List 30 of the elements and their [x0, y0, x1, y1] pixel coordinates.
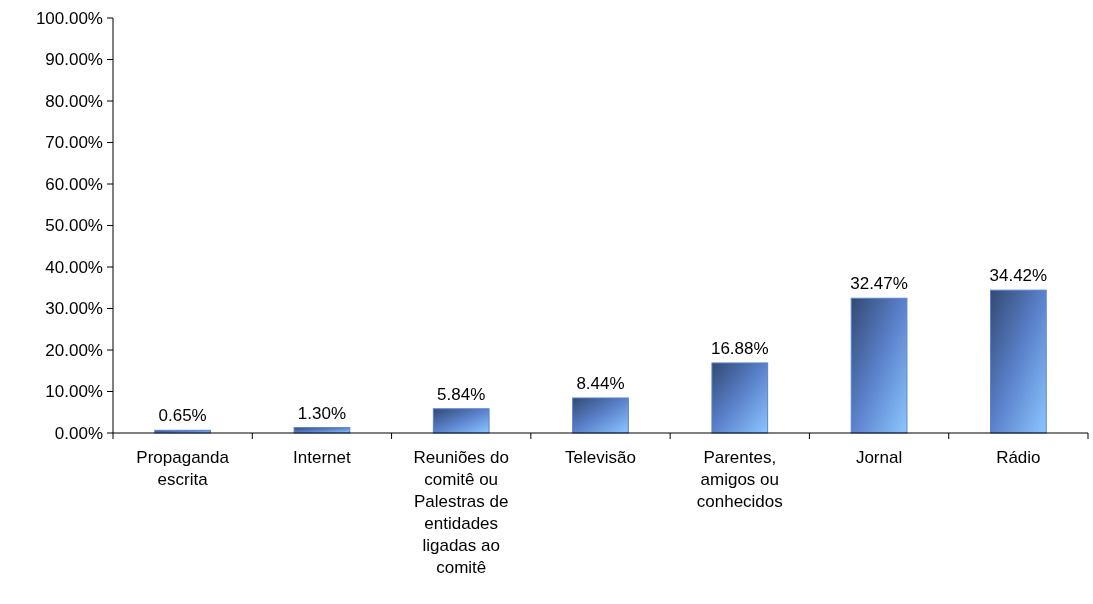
data-label: 8.44%	[576, 373, 625, 393]
y-tick-label: 20.00%	[45, 340, 103, 360]
bar	[850, 297, 908, 434]
x-tick-label: Parentes, amigos ou conhecidos	[696, 448, 783, 511]
x-tick-label: Reuniões do comitê ou Palestras de entidades ligadas ao comitê	[413, 448, 509, 577]
bar	[572, 397, 629, 434]
x-tick-label: Jornal	[855, 448, 903, 467]
y-tick-label: 60.00%	[45, 174, 103, 194]
data-label: 34.42%	[989, 266, 1048, 286]
y-tick-label: 0.00%	[54, 423, 103, 443]
y-tick-label: 100.00%	[35, 8, 103, 28]
bar	[990, 289, 1047, 434]
y-tick-label: 90.00%	[45, 50, 103, 70]
x-tick-label: Rádio	[996, 448, 1041, 467]
data-label: 5.84%	[437, 384, 486, 404]
data-label: 32.47%	[850, 274, 908, 294]
y-tick-label: 50.00%	[45, 216, 103, 236]
bar	[432, 408, 490, 434]
data-label: 1.30%	[297, 403, 347, 423]
y-tick-label: 10.00%	[45, 382, 103, 402]
data-label: 0.65%	[158, 406, 207, 426]
bar	[711, 362, 769, 434]
x-tick-label: Internet	[293, 448, 352, 467]
y-tick-label: 30.00%	[45, 299, 103, 319]
x-tick-label: Propaganda escrita	[136, 448, 230, 489]
data-label: 16.88%	[710, 338, 769, 358]
y-tick-label: 70.00%	[45, 133, 103, 153]
y-tick-label: 80.00%	[45, 91, 103, 111]
y-tick-label: 40.00%	[45, 257, 103, 277]
x-tick-label: Televisão	[565, 448, 636, 467]
